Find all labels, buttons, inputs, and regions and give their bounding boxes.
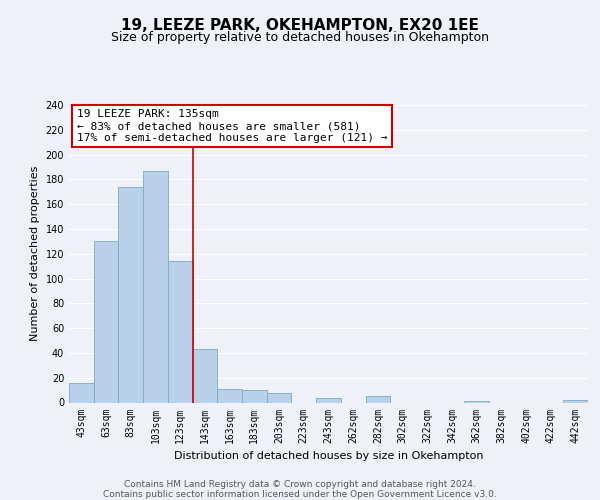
Bar xyxy=(94,242,118,402)
Bar xyxy=(267,392,292,402)
X-axis label: Distribution of detached houses by size in Okehampton: Distribution of detached houses by size … xyxy=(174,451,483,461)
Bar xyxy=(118,187,143,402)
Bar xyxy=(563,400,588,402)
Y-axis label: Number of detached properties: Number of detached properties xyxy=(30,166,40,342)
Bar xyxy=(168,261,193,402)
Bar xyxy=(217,389,242,402)
Text: Size of property relative to detached houses in Okehampton: Size of property relative to detached ho… xyxy=(111,31,489,44)
Text: Contains public sector information licensed under the Open Government Licence v3: Contains public sector information licen… xyxy=(103,490,497,499)
Bar xyxy=(69,382,94,402)
Text: Contains HM Land Registry data © Crown copyright and database right 2024.: Contains HM Land Registry data © Crown c… xyxy=(124,480,476,489)
Bar xyxy=(365,396,390,402)
Text: 19 LEEZE PARK: 135sqm
← 83% of detached houses are smaller (581)
17% of semi-det: 19 LEEZE PARK: 135sqm ← 83% of detached … xyxy=(77,110,387,142)
Bar xyxy=(242,390,267,402)
Bar xyxy=(143,170,168,402)
Bar xyxy=(193,349,217,403)
Text: 19, LEEZE PARK, OKEHAMPTON, EX20 1EE: 19, LEEZE PARK, OKEHAMPTON, EX20 1EE xyxy=(121,18,479,32)
Bar xyxy=(316,398,341,402)
